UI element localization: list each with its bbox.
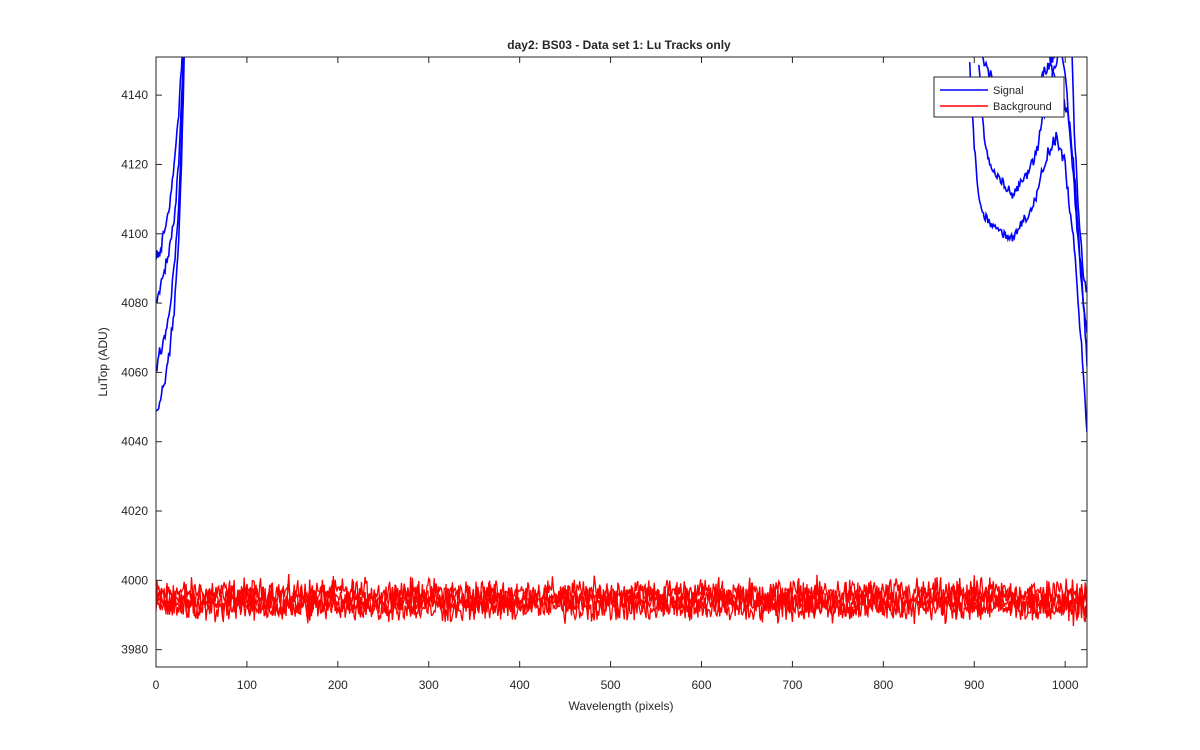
y-tick-label: 4140	[121, 88, 148, 102]
signal-line-2-left	[156, 57, 185, 304]
series-layer	[156, 57, 1087, 627]
signal-line-3-right	[978, 57, 1087, 367]
y-axis-label: LuTop (ADU)	[96, 327, 110, 396]
signal-line-4-left	[156, 57, 185, 412]
x-tick-label: 1000	[1052, 678, 1079, 692]
x-tick-label: 700	[782, 678, 802, 692]
background-line-4	[156, 589, 1087, 627]
y-tick-label: 4100	[121, 227, 148, 241]
x-tick-label: 500	[601, 678, 621, 692]
plot-frame	[155, 56, 1088, 668]
x-axis-label: Wavelength (pixels)	[569, 699, 674, 713]
signal-line-3-left	[156, 57, 185, 372]
x-tick-label: 200	[328, 678, 348, 692]
x-tick-label: 300	[419, 678, 439, 692]
x-tick-label: 100	[237, 678, 257, 692]
chart-title: day2: BS03 - Data set 1: Lu Tracks only	[507, 38, 731, 52]
y-axis: 3980 4000 4020 4040 4060 4080 4100 4120 4140	[121, 88, 1087, 657]
y-tick-label: 4080	[121, 296, 148, 310]
x-axis: 0 100 200 300 400 500 600 700 800 900 1000	[153, 57, 1079, 692]
signal-line-4-right	[968, 62, 1087, 433]
y-tick-label: 4000	[121, 573, 148, 587]
plot-area	[156, 57, 1087, 667]
x-tick-label: 600	[691, 678, 711, 692]
legend-background-label: Background	[993, 101, 1052, 113]
legend: Signal Background	[933, 76, 1065, 118]
y-tick-label: 4120	[121, 157, 148, 171]
x-tick-label: 0	[153, 678, 160, 692]
x-tick-label: 800	[873, 678, 893, 692]
x-tick-label: 400	[510, 678, 530, 692]
legend-signal-label: Signal	[993, 85, 1024, 97]
signal-line-1-left	[156, 57, 183, 260]
y-tick-label: 4060	[121, 365, 148, 379]
x-tick-label: 900	[964, 678, 984, 692]
y-tick-label: 4040	[121, 435, 148, 449]
legend-box	[933, 76, 1065, 118]
background-line-1	[156, 574, 1087, 613]
y-tick-label: 4020	[121, 504, 148, 518]
y-tick-label: 3980	[121, 643, 148, 657]
